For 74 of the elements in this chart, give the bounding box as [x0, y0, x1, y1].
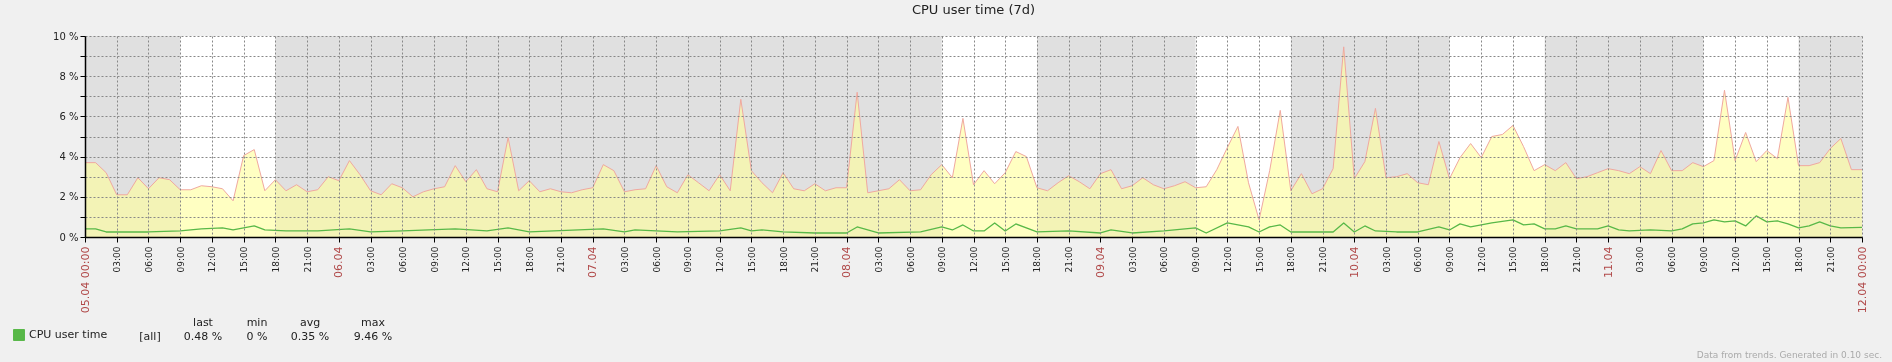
y-tick-label: 4 % — [59, 151, 79, 163]
text: 9.46 % — [353, 330, 393, 343]
x-tick-label: 12:00 — [1476, 246, 1487, 273]
x-tick-label: 03:00 — [366, 246, 377, 273]
x-tick-label: 09:00 — [1191, 246, 1202, 273]
x-tick-label: 18:00 — [1032, 246, 1043, 273]
text: max — [361, 316, 386, 329]
y-tick-label: 6 % — [59, 110, 79, 122]
x-tick-label: 12:00 — [1730, 246, 1741, 273]
text: avg — [299, 316, 321, 329]
y-tick-label: 0 % — [59, 231, 79, 243]
x-tick-label: 12.04 00:00 — [1855, 246, 1869, 314]
x-tick-label: 05.04 00:00 — [78, 246, 92, 314]
x-tick-label: 06:00 — [397, 246, 408, 273]
x-tick-label: 15:00 — [493, 246, 504, 273]
x-tick-label: 18:00 — [270, 246, 281, 273]
x-tick-label: 03:00 — [873, 246, 884, 273]
x-tick-label: 09:00 — [1698, 246, 1709, 273]
x-tick-label: 03:00 — [1381, 246, 1392, 273]
x-tick-label: 06:00 — [905, 246, 916, 273]
x-tick-label: 03:00 — [619, 246, 630, 273]
x-tick-label: 21:00 — [810, 246, 821, 273]
x-tick-label: 21:00 — [556, 246, 567, 273]
x-tick-label: 15:00 — [239, 246, 250, 273]
x-tick-label: 06.04 — [332, 246, 346, 278]
x-tick-label: 08.04 — [840, 246, 854, 278]
legend-label: CPU user time — [29, 328, 108, 341]
x-tick-label: 12:00 — [969, 246, 979, 273]
text: last — [193, 316, 214, 329]
x-tick-label: 06:00 — [1667, 246, 1678, 273]
x-tick-label: 18:00 — [1286, 246, 1297, 273]
chart-title: CPU user time (7d) — [911, 2, 1036, 17]
y-tick-label: 10 % — [53, 30, 79, 42]
x-tick-label: 21:00 — [1064, 246, 1075, 273]
x-tick-label: 09:00 — [429, 246, 440, 273]
x-tick-label: 06:00 — [143, 246, 154, 273]
x-tick-label: 15:00 — [1254, 246, 1265, 273]
x-tick-label: 12:00 — [715, 246, 726, 273]
text: [all] — [139, 330, 161, 343]
x-tick-label: 06:00 — [1413, 246, 1424, 273]
x-tick-label: 12:00 — [1222, 246, 1233, 273]
x-tick-label: 15:00 — [1508, 246, 1519, 273]
x-tick-label: 18:00 — [778, 246, 789, 273]
x-tick-label: 06:00 — [1159, 246, 1170, 273]
x-tick-label: 06:00 — [651, 246, 662, 273]
x-tick-label: 09:00 — [683, 246, 694, 273]
x-tick-label: 21:00 — [1571, 246, 1582, 273]
text: 0.48 % — [183, 330, 223, 343]
x-tick-label: 11.04 — [1601, 246, 1615, 278]
x-tick-label: 09:00 — [937, 246, 948, 273]
x-tick-label: 03:00 — [1127, 246, 1138, 273]
x-tick-label: 21:00 — [302, 246, 313, 273]
x-tick-label: 09:00 — [175, 246, 186, 273]
x-tick-label: 18:00 — [1794, 246, 1805, 273]
x-tick-label: 15:00 — [746, 246, 757, 273]
x-tick-label: 12:00 — [461, 246, 472, 273]
x-tick-label: 15:00 — [1000, 246, 1011, 273]
x-tick-label: 15:00 — [1762, 246, 1773, 273]
x-tick-label: 18:00 — [1540, 246, 1551, 273]
x-tick-label: 21:00 — [1825, 246, 1836, 273]
y-tick-label: 8 % — [59, 70, 79, 82]
x-tick-label: 18:00 — [524, 246, 535, 273]
x-tick-label: 10.04 — [1347, 246, 1361, 278]
text: 0.35 % — [290, 330, 330, 343]
x-tick-label: 03:00 — [112, 246, 123, 273]
x-tick-label: 07.04 — [586, 246, 600, 278]
text: 0 % — [246, 330, 268, 343]
y-tick-label: 2 % — [59, 191, 79, 203]
x-tick-label: 03:00 — [1635, 246, 1646, 273]
x-tick-label: 21:00 — [1318, 246, 1329, 273]
x-tick-label: 12:00 — [207, 246, 218, 273]
x-tick-label: 09.04 — [1093, 246, 1107, 278]
text: min — [246, 316, 268, 329]
x-tick-label: 09:00 — [1444, 246, 1455, 273]
